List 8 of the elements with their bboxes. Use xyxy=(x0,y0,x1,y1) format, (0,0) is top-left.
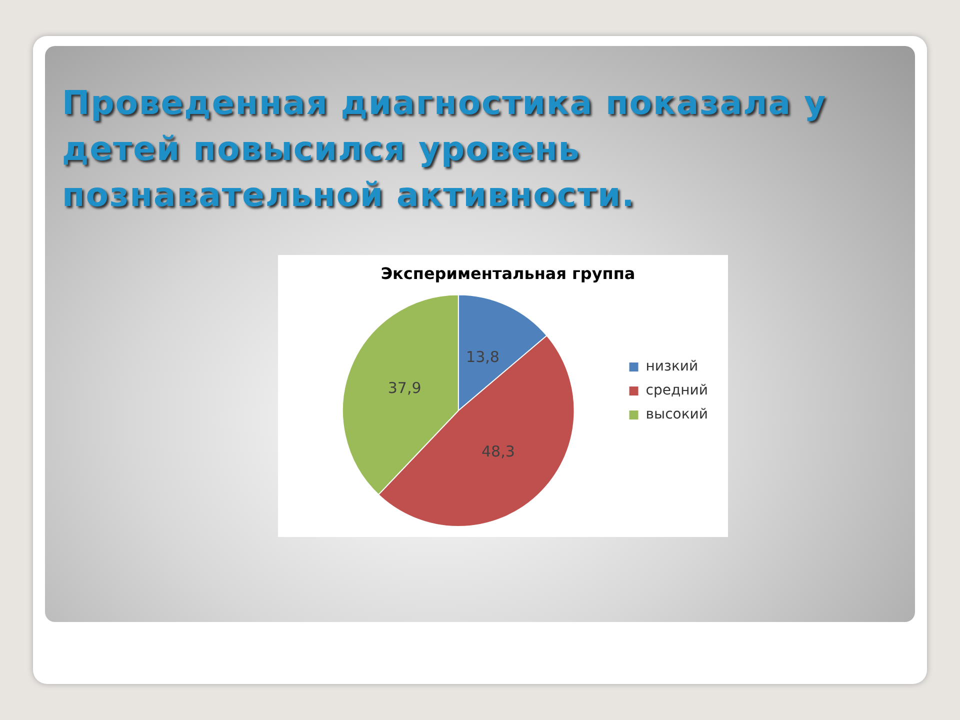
chart-subtitle: Экспериментальная группа xyxy=(380,264,636,283)
legend-label: высокий xyxy=(646,406,708,423)
data-label: 13,8 xyxy=(466,348,500,366)
data-label: 37,9 xyxy=(388,378,422,397)
chart-title: Проведенная диагностика показала у детей повысился уровень познавательной активности. xyxy=(62,82,828,216)
data-label: 48,3 xyxy=(481,442,515,461)
legend-label: средний xyxy=(646,382,708,399)
legend-label: низкий xyxy=(646,358,698,375)
